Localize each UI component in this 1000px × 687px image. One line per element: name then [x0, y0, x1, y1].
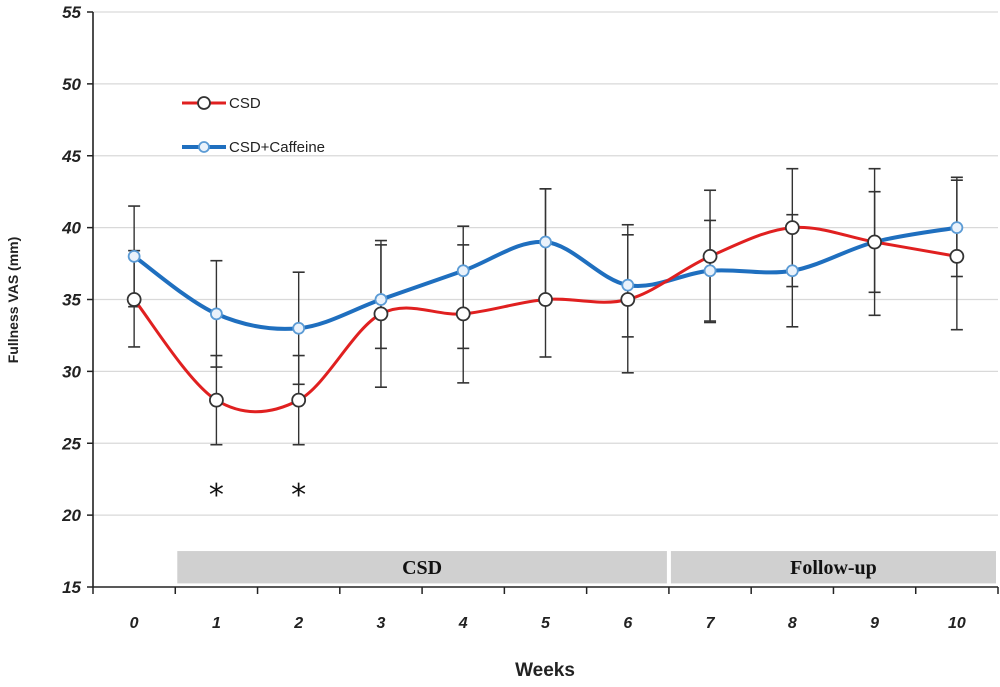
axes	[87, 11, 999, 594]
data-point	[126, 292, 142, 307]
x-tick-label: 9	[870, 615, 879, 632]
data-point	[784, 220, 800, 236]
data-point	[455, 306, 471, 322]
legend-marker	[197, 96, 211, 110]
y-tick-label: 45	[61, 147, 81, 166]
data-point	[620, 292, 636, 307]
legend: CSD CSD+Caffeine	[182, 95, 325, 156]
legend-label: CSD	[229, 95, 261, 112]
data-point	[703, 264, 717, 278]
phase-band	[670, 551, 996, 584]
x-tick-label: 8	[788, 615, 797, 632]
y-tick-label: 50	[62, 75, 81, 94]
phase-band-label: Follow-up	[790, 557, 877, 579]
data-point	[702, 248, 718, 264]
x-tick-label: 1	[212, 615, 221, 632]
data-point	[374, 293, 388, 306]
x-axis-title: Weeks	[515, 660, 575, 681]
data-point	[621, 278, 635, 292]
x-tick-label: 5	[541, 615, 551, 632]
y-tick-label: 35	[62, 291, 81, 310]
x-tick-label: 7	[706, 615, 716, 632]
data-point	[867, 234, 882, 250]
phase-band-label: CSD	[402, 557, 442, 579]
x-tick-label: 3	[377, 615, 386, 632]
phase-band	[177, 551, 667, 584]
x-tick-labels: 0 1 2 3 4 5 6 7 8 9 10	[130, 615, 966, 632]
data-point	[373, 306, 389, 322]
significance-marker: *	[291, 478, 306, 513]
data-point	[292, 321, 306, 335]
x-tick-label: 4	[458, 615, 468, 632]
y-axis-title: Fullness VAS (mm)	[5, 237, 21, 364]
x-tick-label: 0	[130, 615, 139, 632]
significance-marker: *	[209, 478, 224, 513]
data-point	[291, 392, 307, 408]
data-point	[949, 248, 965, 264]
data-point	[539, 235, 552, 249]
significance-markers: * *	[209, 478, 306, 513]
phase-bands: CSD Follow-up	[177, 551, 996, 584]
y-tick-label: 55	[62, 3, 81, 22]
y-tick-label: 25	[61, 434, 81, 453]
y-tick-label: 15	[62, 578, 81, 597]
data-point	[950, 221, 964, 235]
data-point	[209, 392, 224, 408]
data-point	[456, 264, 470, 278]
data-point	[538, 292, 553, 307]
x-tick-label: 10	[948, 615, 966, 632]
x-tick-label: 6	[623, 615, 632, 632]
legend-marker	[198, 141, 210, 153]
y-tick-label: 20	[61, 506, 81, 525]
legend-label: CSD+Caffeine	[229, 139, 325, 156]
data-point	[785, 264, 799, 278]
x-tick-label: 2	[293, 615, 303, 632]
data-point	[127, 249, 141, 263]
data-points	[126, 220, 965, 408]
y-tick-label: 30	[62, 362, 81, 381]
data-point	[210, 307, 223, 321]
y-tick-label: 40	[61, 219, 81, 238]
series-line	[132, 225, 958, 414]
y-tick-labels: 15 20 25 30 35 40 45 50 55	[61, 3, 81, 597]
